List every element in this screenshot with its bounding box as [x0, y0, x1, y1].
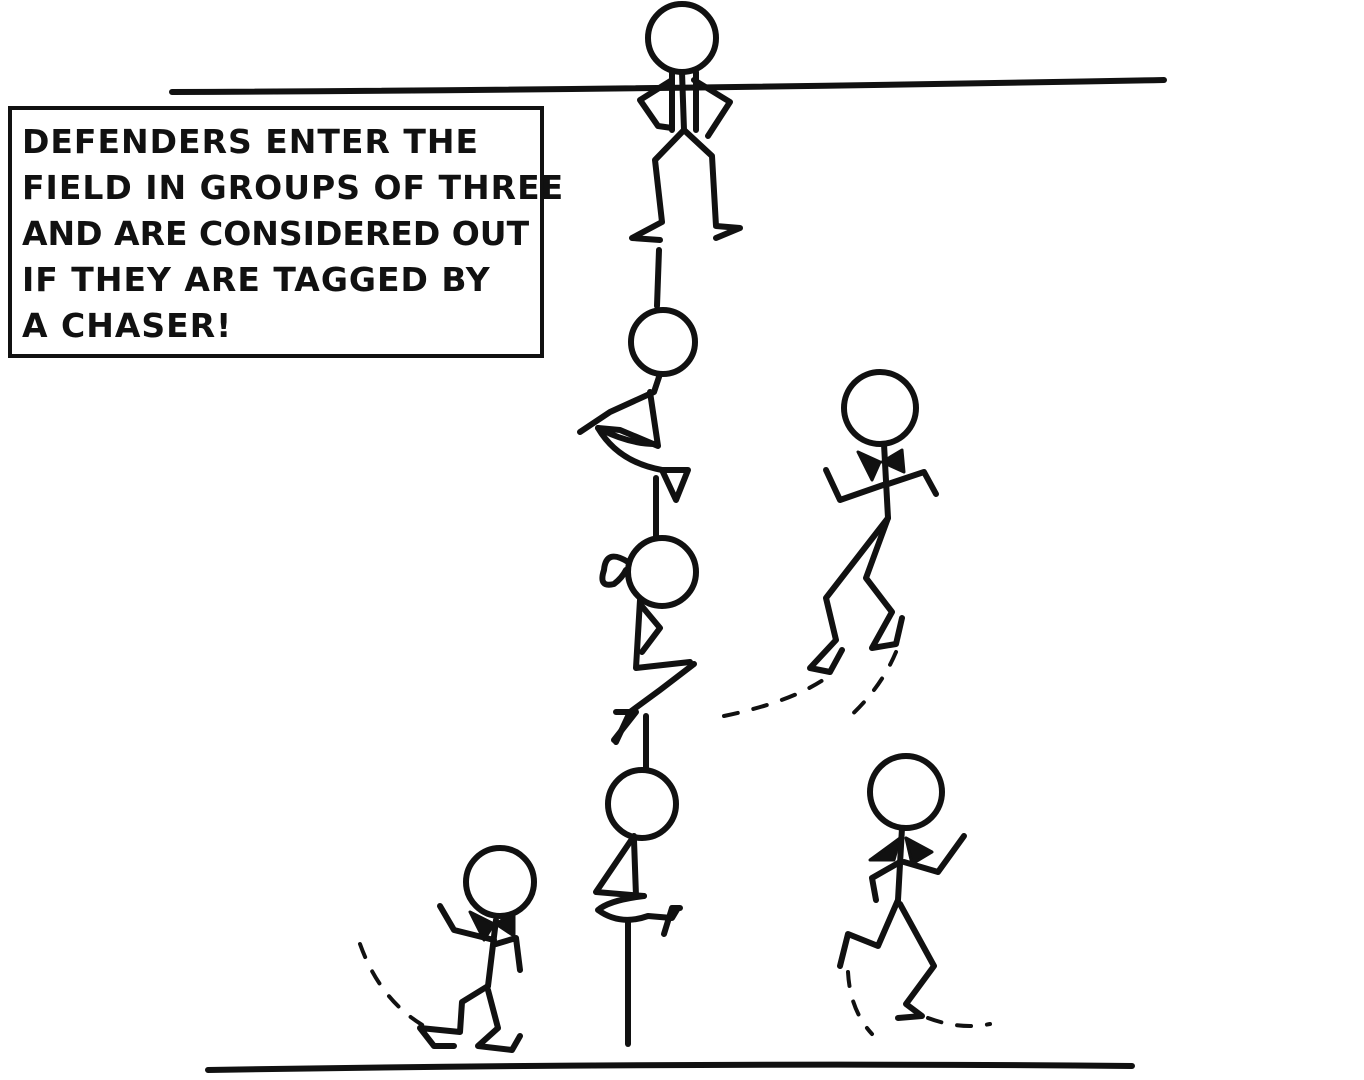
defender-left	[358, 845, 537, 1053]
defender-lower-right	[837, 753, 992, 1036]
center-figure-3	[599, 535, 699, 745]
caption-box: DEFENDERS ENTER THE FIELD IN GROUPS OF T…	[8, 106, 563, 358]
caption-line-3: AND ARE CONSIDERED OUT	[22, 214, 530, 253]
bottom-field-line	[205, 1061, 1135, 1073]
caption-line-2: FIELD IN GROUPS OF THREE	[22, 168, 565, 207]
center-figure-4	[593, 767, 683, 1047]
caption-line-4: IF THEY ARE TAGGED BY	[22, 260, 491, 299]
defender-upper-right	[722, 369, 939, 722]
center-figure-2	[577, 307, 698, 503]
caption-line-5: A CHASER!	[22, 306, 233, 345]
center-pole-1	[654, 247, 662, 309]
caption-line-1: DEFENDERS ENTER THE	[22, 122, 480, 161]
center-figure-top	[629, 1, 743, 243]
